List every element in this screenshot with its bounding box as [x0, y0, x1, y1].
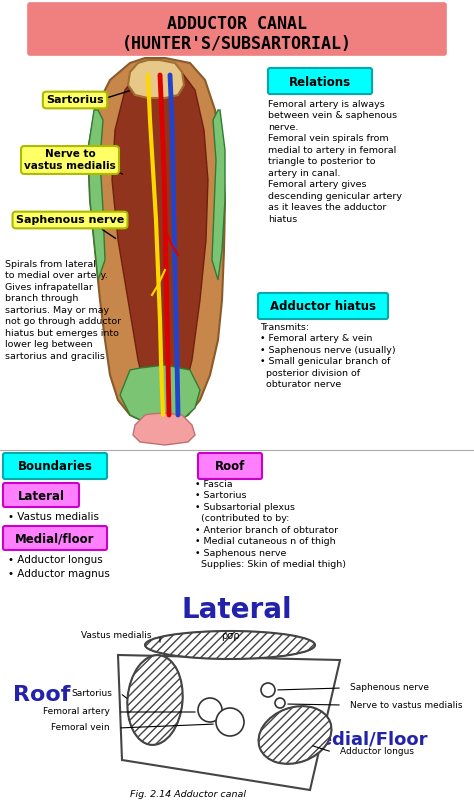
Text: Nerve to vastus medialis: Nerve to vastus medialis: [350, 701, 463, 710]
Text: ADDUCTOR CANAL: ADDUCTOR CANAL: [167, 15, 307, 33]
Polygon shape: [88, 110, 105, 280]
Polygon shape: [88, 58, 225, 425]
Text: • Vastus medialis: • Vastus medialis: [8, 512, 99, 522]
Circle shape: [216, 708, 244, 736]
Text: Vastus medialis: Vastus medialis: [82, 630, 152, 639]
Text: Femoral artery: Femoral artery: [43, 707, 110, 717]
Ellipse shape: [128, 655, 182, 745]
FancyBboxPatch shape: [28, 3, 446, 55]
FancyBboxPatch shape: [268, 68, 372, 94]
Text: ρσρ: ρσρ: [221, 631, 239, 641]
Text: • Adductor longus
• Adductor magnus: • Adductor longus • Adductor magnus: [8, 555, 110, 579]
Text: Relations: Relations: [289, 75, 351, 89]
FancyBboxPatch shape: [258, 293, 388, 319]
Circle shape: [198, 698, 222, 722]
Text: Medial/Floor: Medial/Floor: [302, 731, 428, 749]
Text: Adductor longus: Adductor longus: [340, 747, 414, 757]
Text: Roof: Roof: [215, 461, 245, 474]
Ellipse shape: [258, 706, 331, 764]
Text: Medial/floor: Medial/floor: [15, 533, 95, 546]
Polygon shape: [120, 365, 200, 423]
Text: Femoral artery is always
between vein & saphenous
nerve.
Femoral vein spirals fr: Femoral artery is always between vein & …: [268, 100, 402, 223]
Text: Boundaries: Boundaries: [18, 461, 92, 474]
Text: Spirals from lateral
to medial over artery.
Gives infrapatellar
branch through
s: Spirals from lateral to medial over arte…: [5, 260, 121, 361]
Circle shape: [275, 698, 285, 708]
Ellipse shape: [145, 631, 315, 659]
Polygon shape: [128, 60, 184, 98]
Text: • Fascia
• Sartorius
• Subsartorial plexus
  (contributed to by:
• Anterior bran: • Fascia • Sartorius • Subsartorial plex…: [195, 480, 346, 569]
Text: Saphenous nerve: Saphenous nerve: [350, 683, 429, 693]
Circle shape: [261, 683, 275, 697]
FancyBboxPatch shape: [3, 483, 79, 507]
Text: Saphenous nerve: Saphenous nerve: [16, 215, 124, 225]
Text: Femoral vein: Femoral vein: [51, 723, 110, 733]
Text: Sartorius: Sartorius: [46, 95, 104, 105]
Text: Sartorius: Sartorius: [71, 689, 112, 698]
Polygon shape: [112, 66, 208, 415]
Text: Lateral: Lateral: [182, 596, 292, 624]
Text: Nerve to
vastus medialis: Nerve to vastus medialis: [24, 149, 116, 170]
FancyBboxPatch shape: [198, 453, 262, 479]
FancyBboxPatch shape: [3, 453, 107, 479]
Text: Lateral: Lateral: [18, 490, 64, 502]
Text: Fig. 2.14 Adductor canal: Fig. 2.14 Adductor canal: [130, 790, 246, 799]
Polygon shape: [118, 655, 340, 790]
Polygon shape: [133, 413, 195, 445]
Text: Roof: Roof: [13, 685, 71, 705]
Text: (HUNTER'S/SUBSARTORIAL): (HUNTER'S/SUBSARTORIAL): [122, 35, 352, 53]
FancyBboxPatch shape: [3, 526, 107, 550]
Text: Transmits:
• Femoral artery & vein
• Saphenous nerve (usually)
• Small genicular: Transmits: • Femoral artery & vein • Sap…: [260, 323, 396, 390]
Polygon shape: [212, 110, 225, 280]
Text: Adductor hiatus: Adductor hiatus: [270, 301, 376, 314]
